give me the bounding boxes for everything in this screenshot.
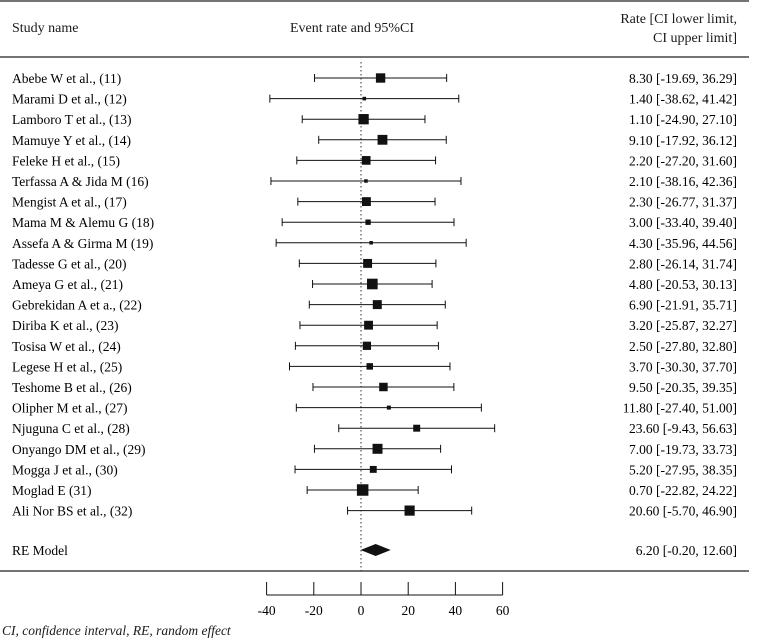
x-tick-label: 20 bbox=[401, 603, 415, 618]
x-tick-label: -20 bbox=[305, 603, 323, 618]
study-label: Terfassa A & Jida M (16) bbox=[12, 174, 149, 189]
study-rate-text: 0.70 [-22.82, 24.22] bbox=[629, 483, 737, 498]
x-tick-label: 0 bbox=[358, 603, 365, 618]
study-label: Tosisa W et al., (24) bbox=[12, 339, 121, 354]
study-rate-text: 3.00 [-33.40, 39.40] bbox=[629, 215, 737, 230]
study-rate-text: 2.80 [-26.14, 31.74] bbox=[629, 256, 737, 271]
study-label: Njuguna C et al., (28) bbox=[12, 421, 130, 436]
study-label: Ali Nor BS et al., (32) bbox=[12, 504, 132, 519]
study-label: Mamuye Y et al., (14) bbox=[12, 133, 131, 148]
study-rate-text: 4.80 [-20.53, 30.13] bbox=[629, 277, 737, 292]
study-rate-text: 20.60 [-5.70, 46.90] bbox=[629, 504, 737, 519]
study-rate-text: 2.20 [-27.20, 31.60] bbox=[629, 153, 737, 168]
point-estimate bbox=[356, 484, 369, 496]
study-label: Mama M & Alemu G (18) bbox=[12, 215, 154, 230]
study-label: Diriba K et al., (23) bbox=[12, 318, 118, 333]
study-rate-text: 2.10 [-38.16, 42.36] bbox=[629, 174, 737, 189]
point-estimate bbox=[377, 134, 388, 145]
study-label: Assefa A & Girma M (19) bbox=[12, 236, 153, 251]
point-estimate bbox=[369, 241, 373, 245]
study-label: Teshome B et al., (26) bbox=[12, 380, 132, 395]
study-rate-text: 3.20 [-25.87, 32.27] bbox=[629, 318, 737, 333]
point-estimate bbox=[362, 96, 367, 101]
study-label: Feleke H et al., (15) bbox=[12, 153, 120, 168]
footnote: CI, confidence interval, RE, random effe… bbox=[2, 623, 231, 638]
study-rate-text: 11.80 [-27.40, 51.00] bbox=[623, 401, 737, 416]
study-label: Olipher M et al., (27) bbox=[12, 401, 127, 416]
column-header-plot: Event rate and 95%CI bbox=[290, 21, 415, 36]
summary-diamond bbox=[360, 544, 391, 556]
study-rate-text: 23.60 [-9.43, 56.63] bbox=[629, 421, 737, 436]
point-estimate bbox=[363, 258, 373, 268]
point-estimate bbox=[386, 405, 391, 410]
column-header-study: Study name bbox=[12, 21, 79, 36]
study-label: Moglad E (31) bbox=[12, 483, 91, 498]
study-rate-text: 8.30 [-19.69, 36.29] bbox=[629, 71, 737, 86]
study-label: Legese H et al., (25) bbox=[12, 359, 122, 374]
study-rate-text: 5.20 [-27.95, 38.35] bbox=[629, 462, 737, 477]
study-rate-text: 1.10 [-24.90, 27.10] bbox=[629, 112, 737, 127]
study-rate-text: 9.50 [-20.35, 39.35] bbox=[629, 380, 737, 395]
study-rate-text: 2.50 [-27.80, 32.80] bbox=[629, 339, 737, 354]
study-label: Marami D et al., (12) bbox=[12, 92, 127, 107]
point-estimate bbox=[364, 320, 373, 330]
point-estimate bbox=[375, 73, 386, 83]
point-estimate bbox=[413, 424, 421, 432]
point-estimate bbox=[362, 341, 372, 350]
point-estimate bbox=[362, 197, 371, 207]
study-rate-text: 6.90 [-21.91, 35.71] bbox=[629, 298, 737, 313]
study-rate-text: 7.00 [-19.73, 33.73] bbox=[629, 442, 737, 457]
point-estimate bbox=[379, 382, 388, 392]
study-rate-text: 3.70 [-30.30, 37.70] bbox=[629, 359, 737, 374]
study-label: Tadesse G et al., (20) bbox=[12, 256, 127, 271]
study-label: Gebrekidan A et a., (22) bbox=[12, 298, 142, 313]
point-estimate bbox=[366, 363, 373, 370]
column-header-rate-line2: CI upper limit] bbox=[653, 31, 737, 46]
study-rate-text: 4.30 [-35.96, 44.56] bbox=[629, 236, 737, 251]
study-label: Mogga J et al., (30) bbox=[12, 462, 118, 477]
study-label: Ameya G et al., (21) bbox=[12, 277, 123, 292]
study-label: Lamboro T et al., (13) bbox=[12, 112, 131, 127]
summary-rate-text: 6.20 [-0.20, 12.60] bbox=[636, 543, 737, 558]
study-rate-text: 2.30 [-26.77, 31.37] bbox=[629, 195, 737, 210]
column-header-rate-line1: Rate [CI lower limit, bbox=[620, 12, 737, 27]
point-estimate bbox=[365, 219, 371, 225]
summary-label: RE Model bbox=[12, 543, 68, 558]
study-label: Onyango DM et al., (29) bbox=[12, 442, 145, 457]
x-tick-label: 60 bbox=[496, 603, 510, 618]
point-estimate bbox=[372, 300, 382, 310]
point-estimate bbox=[364, 179, 368, 183]
study-rate-text: 9.10 [-17.92, 36.12] bbox=[629, 133, 737, 148]
study-rate-text: 1.40 [-38.62, 41.42] bbox=[629, 92, 737, 107]
point-estimate bbox=[372, 443, 383, 454]
point-estimate bbox=[367, 278, 378, 290]
point-estimate bbox=[369, 465, 377, 473]
study-label: Abebe W et al., (11) bbox=[12, 71, 121, 86]
point-estimate bbox=[404, 505, 415, 516]
point-estimate bbox=[358, 114, 369, 125]
study-label: Mengist A et al., (17) bbox=[12, 195, 127, 210]
x-tick-label: -40 bbox=[258, 603, 276, 618]
x-tick-label: 40 bbox=[449, 603, 463, 618]
point-estimate bbox=[361, 156, 371, 165]
